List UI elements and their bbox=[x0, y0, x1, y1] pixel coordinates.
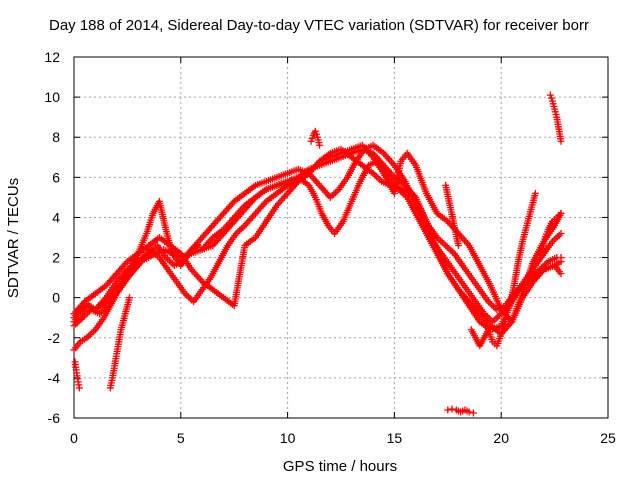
x-tick-label: 25 bbox=[600, 430, 616, 446]
data-point bbox=[330, 190, 338, 198]
series-spike-2 bbox=[506, 189, 539, 310]
y-tick-label: 12 bbox=[44, 49, 60, 65]
data-point bbox=[126, 294, 134, 302]
x-tick-label: 15 bbox=[387, 430, 403, 446]
data-point bbox=[547, 94, 555, 102]
y-tick-label: 4 bbox=[52, 209, 60, 225]
chart-title: Day 188 of 2014, Sidereal Day-to-day VTE… bbox=[49, 17, 589, 34]
grid bbox=[74, 57, 608, 418]
data-point bbox=[557, 229, 565, 237]
y-tick-label: -6 bbox=[48, 410, 61, 426]
x-tick-label: 0 bbox=[70, 430, 78, 446]
data-point bbox=[316, 141, 324, 149]
y-tick-label: 0 bbox=[52, 290, 60, 306]
data-point bbox=[444, 406, 452, 414]
data-point bbox=[557, 270, 565, 278]
data-point bbox=[435, 235, 443, 243]
data-point bbox=[488, 301, 496, 309]
data-point bbox=[486, 299, 494, 307]
data-point bbox=[75, 384, 83, 392]
data-point bbox=[447, 246, 455, 254]
series-low-clump bbox=[467, 318, 509, 350]
y-tick-label: 8 bbox=[52, 129, 60, 145]
x-tick-label: 10 bbox=[280, 430, 296, 446]
data-point bbox=[90, 327, 98, 335]
y-tick-label: 6 bbox=[52, 169, 60, 185]
data-point bbox=[531, 189, 539, 197]
plot-frame bbox=[73, 56, 609, 419]
series-drop-2 bbox=[106, 294, 134, 392]
data-point bbox=[557, 209, 565, 217]
series-drop-1 bbox=[71, 358, 83, 392]
data-point bbox=[552, 234, 560, 242]
series-spike-1 bbox=[442, 181, 462, 250]
data-point bbox=[311, 127, 319, 135]
data-point bbox=[333, 187, 341, 195]
data-point bbox=[440, 240, 448, 248]
data-point bbox=[557, 254, 565, 262]
data-point bbox=[237, 225, 245, 233]
series-cluster-high bbox=[546, 91, 565, 145]
y-axis-label: SDTVAR / TECUs bbox=[5, 178, 22, 298]
x-axis-label: GPS time / hours bbox=[283, 458, 397, 475]
data-point bbox=[546, 91, 554, 99]
x-axis: 0 5 10 15 20 25 bbox=[70, 57, 616, 446]
data-point bbox=[308, 134, 316, 142]
data-point bbox=[374, 174, 382, 182]
data-point bbox=[554, 233, 562, 241]
data-point bbox=[454, 242, 462, 250]
data-point bbox=[239, 223, 247, 231]
data-point bbox=[550, 236, 558, 244]
y-axis: -6 -4 -2 0 2 4 6 8 10 12 bbox=[44, 49, 608, 426]
data-point bbox=[86, 331, 94, 339]
data-point bbox=[557, 137, 565, 145]
data-point bbox=[236, 226, 244, 234]
series-cluster-low bbox=[444, 405, 477, 417]
data-point bbox=[490, 316, 498, 324]
data-point bbox=[448, 405, 456, 413]
data-point bbox=[331, 189, 339, 197]
data-point bbox=[443, 243, 451, 251]
data-point bbox=[445, 245, 453, 253]
data-point bbox=[307, 137, 315, 145]
data-point bbox=[442, 242, 450, 250]
data-point bbox=[469, 409, 477, 417]
data-point bbox=[312, 130, 320, 138]
data-point bbox=[186, 294, 194, 302]
data-point bbox=[492, 315, 500, 323]
series-spike-3 bbox=[536, 209, 565, 262]
data-point bbox=[501, 318, 509, 326]
data-point bbox=[372, 173, 380, 181]
x-tick-label: 20 bbox=[493, 430, 509, 446]
data-markers bbox=[70, 91, 565, 417]
data-point bbox=[555, 231, 563, 239]
data-point bbox=[448, 248, 456, 256]
data-point bbox=[234, 228, 242, 236]
data-point bbox=[438, 238, 446, 246]
y-tick-label: -2 bbox=[48, 330, 61, 346]
data-point bbox=[494, 313, 502, 321]
data-point bbox=[465, 408, 473, 416]
y-tick-label: -4 bbox=[48, 370, 61, 386]
x-tick-label: 5 bbox=[177, 430, 185, 446]
series-track-e bbox=[70, 141, 565, 326]
y-tick-label: 2 bbox=[52, 250, 60, 266]
y-tick-label: 10 bbox=[44, 89, 60, 105]
data-point bbox=[70, 322, 78, 330]
data-point bbox=[88, 329, 96, 337]
data-point bbox=[184, 293, 192, 301]
series-peak-spike bbox=[307, 127, 324, 149]
